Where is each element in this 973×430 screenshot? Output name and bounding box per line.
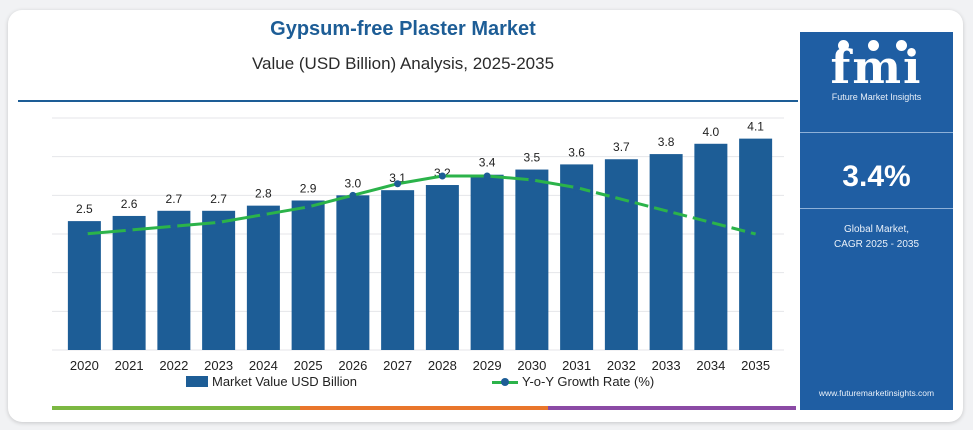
x-tick-2020: 2020 — [70, 358, 99, 373]
legend-label-growth-rate: Y-o-Y Growth Rate (%) — [522, 374, 655, 389]
growth-point-2030 — [528, 176, 536, 184]
logo-dots-icon — [838, 40, 938, 56]
growth-point-2022 — [170, 222, 178, 230]
bar-label-2032: 3.7 — [613, 140, 630, 154]
legend-item-growth-rate: Y-o-Y Growth Rate (%) — [492, 374, 654, 389]
bar-label-2025: 2.9 — [300, 181, 317, 195]
bar-2032 — [604, 159, 638, 350]
bar-label-2030: 3.5 — [524, 151, 541, 165]
growth-point-2029 — [483, 172, 491, 180]
bar-label-2023: 2.7 — [210, 192, 227, 206]
bar-2027 — [381, 190, 415, 350]
bar-2023 — [202, 210, 236, 350]
bar-2020 — [67, 221, 101, 350]
growth-point-2028 — [438, 172, 446, 180]
logo-subtitle: Future Market Insights — [831, 92, 922, 102]
legend-line-swatch — [492, 376, 518, 388]
website-link[interactable]: www.futuremarketinsights.com — [818, 388, 935, 398]
chart-card: 2.52.62.72.72.82.93.03.13.23.43.53.63.73… — [8, 10, 963, 422]
bar-label-2035: 4.1 — [747, 120, 764, 134]
chart-subtitle: Value (USD Billion) Analysis, 2025-2035 — [251, 54, 555, 73]
logo-text: fmi — [830, 40, 923, 94]
bar-2025 — [291, 200, 325, 350]
chart-area: 2.52.62.72.72.82.93.03.13.23.43.53.63.73… — [18, 28, 796, 412]
bar-2026 — [336, 195, 370, 350]
stripe-purple — [548, 406, 796, 410]
x-tick-2027: 2027 — [383, 358, 412, 373]
bar-2021 — [112, 215, 146, 350]
bar-label-2031: 3.6 — [568, 145, 585, 159]
bar-label-2029: 3.4 — [479, 156, 496, 170]
growth-line-dashed — [576, 186, 757, 236]
chart-svg: 2.52.62.72.72.82.93.03.13.23.43.53.63.73… — [52, 117, 784, 373]
cagr-label: Global Market, CAGR 2025 - 2035 — [800, 222, 953, 252]
bar-label-2033: 3.8 — [658, 135, 675, 149]
x-tick-2029: 2029 — [473, 358, 502, 373]
growth-point-2020 — [80, 230, 88, 238]
bar-2022 — [157, 210, 191, 350]
growth-point-2021 — [125, 226, 133, 234]
growth-point-2031 — [573, 184, 581, 192]
growth-point-2025 — [304, 203, 312, 211]
bar-2029 — [470, 174, 504, 350]
x-tick-2025: 2025 — [294, 358, 323, 373]
stripe-green — [52, 406, 300, 410]
bar-label-2020: 2.5 — [76, 202, 93, 216]
title-divider — [18, 100, 798, 102]
growth-line-solid — [84, 174, 577, 236]
x-tick-2026: 2026 — [338, 358, 367, 373]
x-tick-2023: 2023 — [204, 358, 233, 373]
sidebar-divider-mid — [800, 208, 953, 209]
legend-bar-swatch — [186, 376, 208, 387]
bar-2035 — [739, 138, 773, 350]
x-tick-2032: 2032 — [607, 358, 636, 373]
x-tick-2034: 2034 — [696, 358, 725, 373]
bottom-color-stripe — [52, 406, 796, 410]
cagr-label-line2: CAGR 2025 - 2035 — [833, 239, 920, 250]
x-tick-2022: 2022 — [159, 358, 188, 373]
growth-point-2026 — [349, 191, 357, 199]
x-tick-2028: 2028 — [428, 358, 457, 373]
bar-label-2021: 2.6 — [121, 197, 138, 211]
sidebar-divider-top — [800, 132, 953, 133]
cagr-label-line1: Global Market, — [843, 224, 910, 235]
x-tick-2021: 2021 — [115, 358, 144, 373]
growth-point-2027 — [394, 180, 402, 188]
x-tick-2030: 2030 — [517, 358, 546, 373]
bar-label-2034: 4.0 — [703, 125, 720, 139]
growth-point-2023 — [215, 218, 223, 226]
stripe-orange — [300, 406, 548, 410]
bar-2031 — [560, 164, 594, 350]
x-tick-2024: 2024 — [249, 358, 278, 373]
bar-2034 — [694, 143, 728, 350]
bar-label-2026: 3.0 — [345, 176, 362, 190]
bar-label-2024: 2.8 — [255, 187, 272, 201]
growth-point-2024 — [259, 211, 267, 219]
sidebar-panel: fmi Future Market Insights 3.4% Global M… — [800, 32, 953, 410]
cagr-value: 3.4% — [842, 160, 911, 193]
bar-2024 — [246, 205, 280, 350]
x-tick-2031: 2031 — [562, 358, 591, 373]
fmi-logo: fmi Future Market Insights — [800, 44, 953, 102]
bar-2033 — [649, 154, 683, 350]
legend-label-market-value: Market Value USD Billion — [212, 374, 357, 389]
bar-2030 — [515, 169, 549, 350]
legend-item-market-value: Market Value USD Billion — [186, 374, 357, 389]
x-tick-2033: 2033 — [652, 358, 681, 373]
bar-label-2022: 2.7 — [166, 192, 183, 206]
chart-title: Gypsum-free Plaster Market — [270, 18, 536, 40]
bar-2028 — [425, 185, 459, 350]
x-tick-2035: 2035 — [741, 358, 770, 373]
